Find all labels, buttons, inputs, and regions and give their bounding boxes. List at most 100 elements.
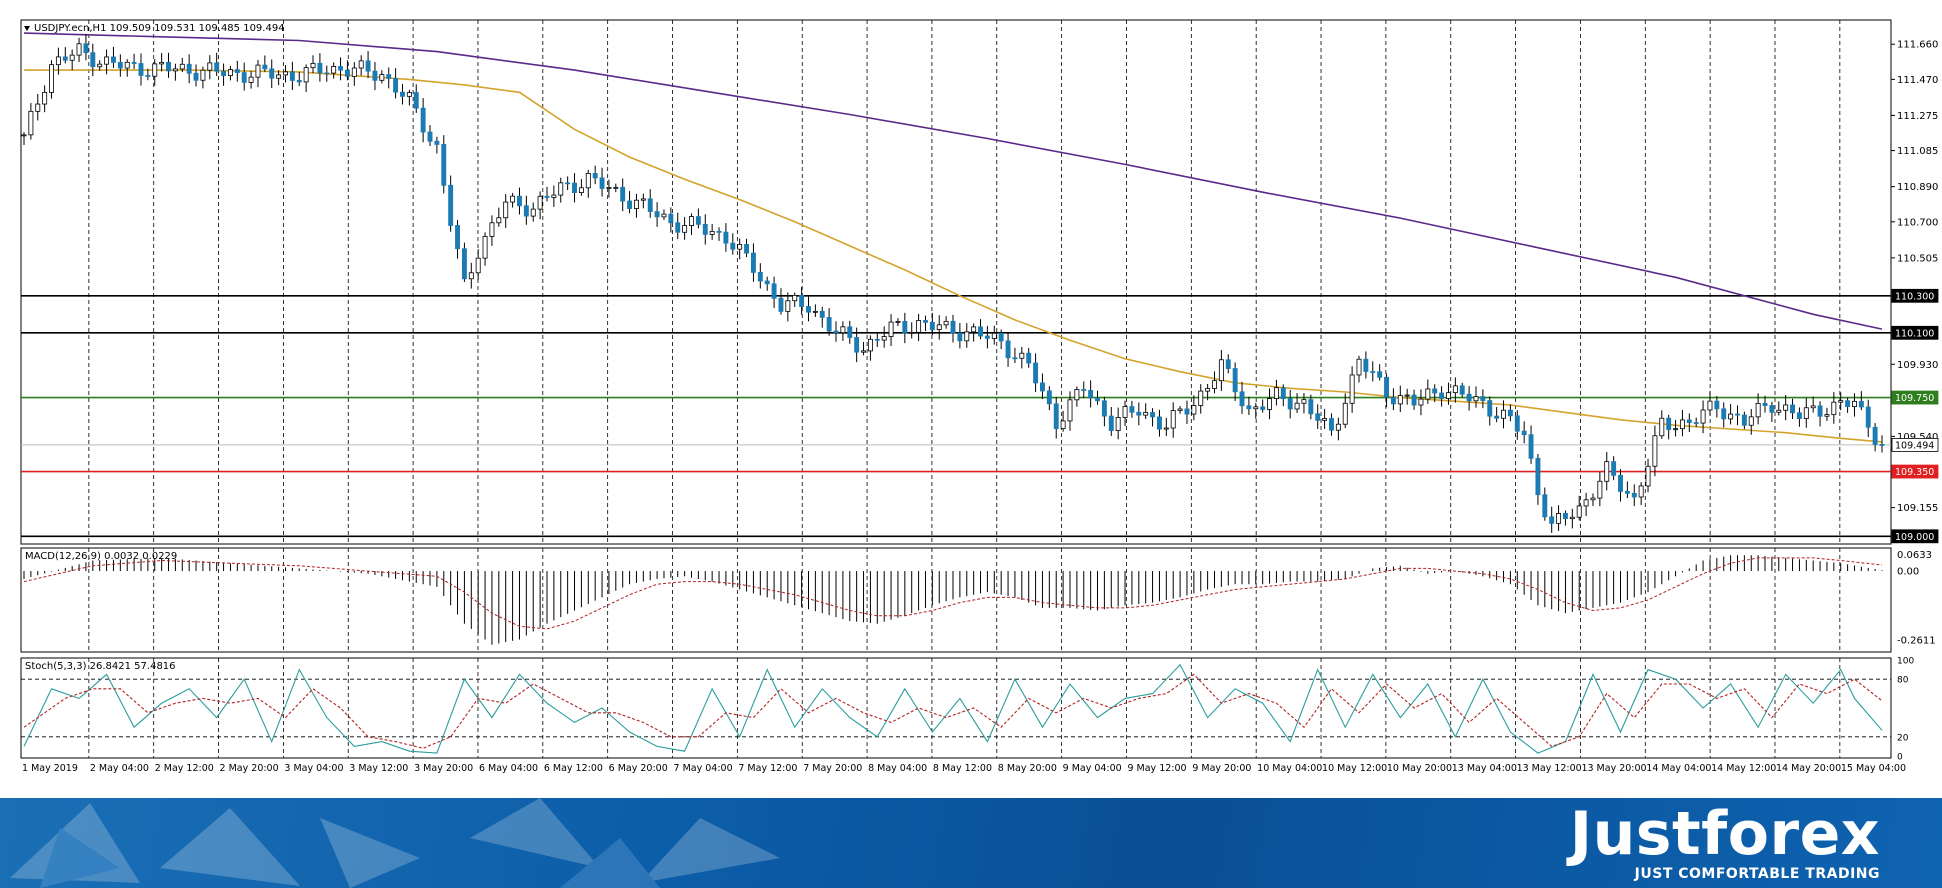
- candle-body: [923, 320, 928, 323]
- candle-body: [1163, 427, 1169, 430]
- candle-body: [964, 331, 970, 342]
- candle-body: [1838, 400, 1844, 403]
- price-tick-label: 109.930: [1897, 360, 1938, 371]
- candle-body: [1246, 405, 1252, 410]
- candle-body: [1170, 410, 1176, 429]
- candle-body: [1143, 412, 1149, 416]
- candle-body: [764, 280, 770, 285]
- stoch-tick-label: 100: [1897, 657, 1914, 667]
- candle-body: [317, 62, 323, 74]
- candle-body: [1652, 435, 1658, 467]
- candle-body: [76, 43, 82, 56]
- moving-average-line: [24, 69, 1883, 443]
- time-tick-label: 9 May 04:00: [1063, 763, 1122, 774]
- candle-body: [861, 350, 866, 353]
- candle-body: [455, 225, 460, 250]
- trading-chart[interactable]: 111.660 111.470 111.275 111.085 110.890 110.7…: [0, 0, 1942, 798]
- candle-body: [1858, 400, 1864, 408]
- candle-body: [1810, 405, 1816, 409]
- candle-body: [750, 252, 756, 273]
- candle-body: [1067, 399, 1073, 422]
- candle-body: [1700, 409, 1706, 424]
- brand-banner: Justforex JUST COMFORTABLE TRADING: [0, 798, 1942, 888]
- candle-body: [324, 72, 330, 75]
- time-tick-label: 6 May 12:00: [544, 763, 603, 774]
- brand-logo[interactable]: Justforex JUST COMFORTABLE TRADING: [1570, 798, 1880, 888]
- candle-body: [606, 186, 612, 189]
- brand-tagline: JUST COMFORTABLE TRADING: [1634, 866, 1880, 882]
- candle-body: [902, 321, 908, 334]
- candle-body: [840, 326, 846, 334]
- candle-body: [83, 43, 89, 54]
- candle-body: [1184, 408, 1190, 415]
- candle-body: [1741, 414, 1747, 426]
- candle-body: [338, 66, 344, 71]
- macd-pane-title: MACD(12,26,9) 0.0032 0.0229: [25, 551, 177, 562]
- candle-body: [427, 131, 433, 142]
- candle-body: [613, 186, 619, 189]
- candle-body: [344, 69, 350, 77]
- macd-axis: 0.0633 0.00 -0.2611: [1897, 550, 1936, 646]
- stoch-tick-label: 80: [1897, 676, 1909, 686]
- horizontal-levels[interactable]: [21, 294, 1891, 538]
- candle-body: [1679, 419, 1685, 430]
- candle-body: [1673, 428, 1679, 431]
- candle-body: [461, 248, 467, 280]
- time-tick-label: 1 May 2019: [22, 763, 78, 774]
- candle-body: [1384, 376, 1389, 398]
- candle-body: [28, 110, 34, 136]
- candle-body: [1590, 497, 1596, 501]
- candle-body: [434, 140, 440, 145]
- price-pane-frame: [20, 19, 1892, 545]
- candle-body: [296, 80, 302, 83]
- candle-body: [943, 320, 949, 326]
- candle-body: [262, 64, 268, 70]
- candlesticks[interactable]: [21, 33, 1885, 533]
- candle-body: [585, 172, 591, 189]
- candle-body: [207, 62, 213, 71]
- level-tag-box: [1891, 325, 1939, 340]
- candle-body: [400, 91, 405, 97]
- level-tag-box: [1891, 438, 1939, 452]
- candle-body: [799, 294, 805, 307]
- candle-body: [1074, 389, 1080, 401]
- time-tick-label: 3 May 20:00: [414, 763, 473, 774]
- time-tick-label: 14 May 12:00: [1711, 763, 1776, 774]
- time-tick-label: 10 May 20:00: [1387, 763, 1452, 774]
- candle-body: [1852, 400, 1857, 407]
- candle-body: [806, 306, 811, 313]
- candle-body: [386, 74, 392, 79]
- candle-body: [1019, 352, 1025, 359]
- candle-body: [819, 310, 825, 318]
- candle-body: [1322, 418, 1328, 421]
- price-pane-title: USDJPY.ecn,H1 109.509 109.531 109.485 10…: [34, 23, 285, 34]
- candle-body: [1446, 392, 1451, 399]
- time-tick-label: 13 May 12:00: [1517, 763, 1582, 774]
- candle-body: [785, 300, 791, 312]
- candle-body: [1776, 409, 1782, 413]
- level-tag-box: [1891, 529, 1939, 544]
- candle-body: [1122, 406, 1128, 418]
- candle-body: [730, 242, 736, 250]
- pane-collapse-icon[interactable]: [24, 26, 30, 31]
- candle-body: [1803, 407, 1809, 419]
- candle-body: [1728, 413, 1734, 420]
- candle-body: [1514, 415, 1520, 432]
- level-tag-label: 109.750: [1895, 393, 1934, 404]
- candle-body: [1253, 406, 1259, 410]
- time-tick-label: 8 May 04:00: [868, 763, 927, 774]
- candle-body: [1177, 408, 1183, 411]
- candle-body: [1824, 414, 1830, 417]
- candle-body: [640, 198, 646, 201]
- candle-body: [90, 52, 96, 68]
- candle-body: [1150, 412, 1156, 418]
- candle-body: [1046, 390, 1052, 405]
- candle-body: [475, 257, 481, 274]
- candle-body: [888, 321, 894, 337]
- candle-body: [744, 244, 750, 254]
- candle-body: [1817, 405, 1823, 417]
- level-tag-box: [1891, 288, 1939, 303]
- candle-body: [544, 195, 550, 198]
- stoch-main-line: [23, 663, 1883, 754]
- candle-body: [159, 61, 165, 65]
